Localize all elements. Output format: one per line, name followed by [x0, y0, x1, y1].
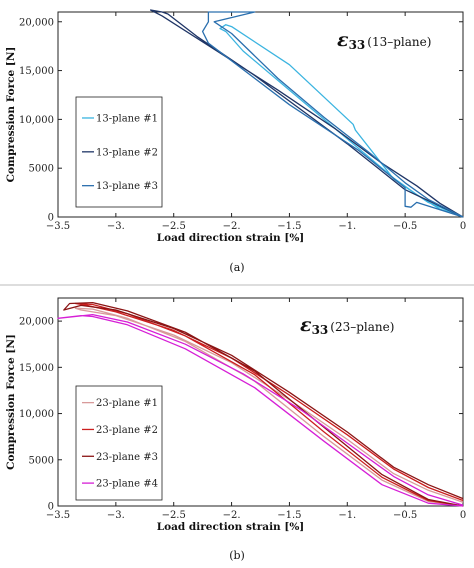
annotation-symbol: ε: [300, 314, 312, 336]
y-tick-label: 20,000: [19, 17, 54, 28]
y-tick-label: 10,000: [19, 115, 54, 126]
legend-label-3: 13-plane #3: [96, 181, 158, 192]
x-tick-label: −1.5: [277, 221, 301, 232]
series-line-1: [74, 307, 464, 507]
y-tick-label: 20,000: [19, 317, 54, 328]
annotation-plane: (13–plane): [367, 35, 431, 49]
x-tick-label: −3.5: [46, 510, 70, 521]
y-tick-label: 0: [48, 213, 54, 224]
legend-label-2: 23-plane #2: [96, 425, 158, 436]
x-tick-label: −2.5: [162, 510, 186, 521]
legend-box: [75, 385, 163, 501]
series-line-2: [149, 9, 464, 218]
plot-frame: [57, 297, 464, 507]
legend-label-2: 13-plane #2: [96, 147, 158, 158]
legend-label-1: 23-plane #1: [96, 398, 158, 409]
annotation-subscript: 33: [349, 38, 366, 52]
y-axis-label: Compression Force [N]: [5, 334, 17, 470]
y-tick-label: 5000: [29, 455, 54, 466]
plot-frame: [57, 11, 464, 218]
series-line-3: [63, 301, 464, 507]
legend-label-4: 23-plane #4: [96, 479, 158, 490]
series-line-4: [57, 313, 464, 507]
x-axis-label: Load direction strain [%]: [157, 521, 305, 533]
x-tick-label: −2.: [223, 221, 241, 232]
y-tick-label: 10,000: [19, 409, 54, 420]
x-tick-label: −3.5: [46, 221, 70, 232]
y-tick-label: 5000: [29, 164, 54, 175]
x-tick-label: 0: [460, 510, 466, 521]
x-tick-label: −0.5: [393, 221, 417, 232]
x-tick-label: 0: [460, 221, 466, 232]
chart-panel-2: −3.5 −3. −2.5 −2. −1.5 −1. −0.5 0 0 5000 10,000 15,…: [5, 297, 466, 562]
series-line-3: [201, 11, 464, 218]
plane-annotation: ε33 (23–plane): [300, 314, 394, 337]
series-line-2: [74, 302, 464, 507]
x-tick-label: −2.: [223, 510, 241, 521]
legend-label-1: 13-plane #1: [96, 113, 158, 124]
x-tick-label: −2.5: [162, 221, 186, 232]
legend-label-3: 23-plane #3: [96, 452, 158, 463]
y-axis-label: Compression Force [N]: [5, 47, 17, 183]
y-tick-label: 0: [48, 502, 54, 513]
y-tick-label: 15,000: [19, 66, 54, 77]
x-tick-label: −0.5: [393, 510, 417, 521]
x-tick-label: −3.: [107, 221, 125, 232]
chart-panel-1: −3.5 −3. −2.5 −2. −1.5 −1. −0.5 0 0 5000 10,000 15,…: [5, 9, 466, 274]
series-line-1: [219, 24, 464, 218]
plane-annotation: ε33 (13–plane): [337, 29, 431, 52]
x-tick-label: −1.: [338, 221, 356, 232]
legend: 13-plane #1 13-plane #2 13-plane #3: [75, 96, 163, 208]
panel-caption: (a): [229, 261, 244, 274]
y-tick-label: 15,000: [19, 363, 54, 374]
panel-caption: (b): [229, 549, 245, 562]
x-axis-label: Load direction strain [%]: [157, 232, 305, 244]
annotation-subscript: 33: [312, 323, 329, 337]
annotation-plane: (23–plane): [330, 320, 394, 334]
annotation-symbol: ε: [337, 29, 349, 51]
legend: 23-plane #1 23-plane #2 23-plane #3 23-plan…: [75, 385, 163, 501]
x-tick-label: −1.5: [277, 510, 301, 521]
x-tick-label: −1.: [338, 510, 356, 521]
x-tick-label: −3.: [107, 510, 125, 521]
